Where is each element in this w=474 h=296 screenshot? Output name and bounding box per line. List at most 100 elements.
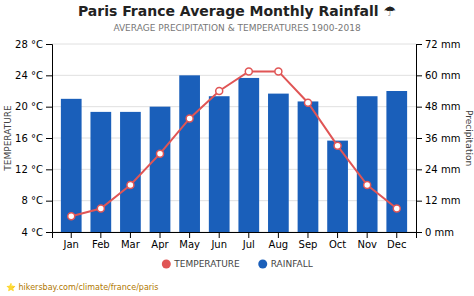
tick: 24 mm xyxy=(416,164,460,175)
tick-label: 4 °C xyxy=(21,227,43,238)
marker xyxy=(216,88,223,95)
bar xyxy=(268,94,289,232)
tick-mark xyxy=(46,44,52,45)
tick: Jul xyxy=(242,232,255,250)
marker xyxy=(157,150,164,157)
bar xyxy=(298,101,319,232)
tick-label: Jun xyxy=(210,239,227,250)
tick: Nov xyxy=(357,232,377,250)
tick-mark xyxy=(416,201,422,202)
axis-line xyxy=(46,45,53,233)
tick-mark xyxy=(396,232,397,238)
bar xyxy=(90,112,111,232)
title: Paris France Average Monthly Rainfall ☂ xyxy=(78,3,396,19)
tick-label: Apr xyxy=(151,239,169,250)
legend-item: RAINFALL xyxy=(258,259,312,269)
bar xyxy=(357,96,378,232)
bar xyxy=(61,99,82,232)
tick-mark xyxy=(307,232,308,238)
marker xyxy=(186,115,193,122)
tick-mark xyxy=(46,201,52,202)
tick-mark xyxy=(248,232,249,238)
tick-mark xyxy=(46,169,52,170)
tick: Oct xyxy=(329,232,346,250)
tick-label: May xyxy=(179,239,200,250)
tick: 72 mm xyxy=(416,39,460,50)
marker xyxy=(334,142,341,149)
tick: 0 mm xyxy=(416,227,454,238)
chart: Paris France Average Monthly Rainfall ☂ A… xyxy=(0,0,474,296)
tick: Sep xyxy=(299,232,318,250)
tick-mark xyxy=(416,232,422,233)
tick: Mar xyxy=(121,232,141,250)
marker xyxy=(245,68,252,75)
tick-label: 60 mm xyxy=(425,70,460,81)
marker xyxy=(393,205,400,212)
tick: 28 °C xyxy=(15,39,52,50)
tick-mark xyxy=(46,232,52,233)
tick-mark xyxy=(416,138,422,139)
legend-swatch xyxy=(258,260,267,269)
tick: Jun xyxy=(210,232,227,250)
line xyxy=(71,71,397,216)
y2-axis: 0 mm 12 mm 24 mm 36 mm 48 mm 60 mm 72 mm xyxy=(416,39,460,238)
tick-label: Sep xyxy=(299,239,318,250)
legend-label: TEMPERATURE xyxy=(173,259,240,269)
tick-label: Jul xyxy=(242,239,255,250)
tick-mark xyxy=(416,107,422,108)
bar xyxy=(209,96,230,232)
legend: TEMPERATURE RAINFALL xyxy=(162,259,313,269)
tick-label: Oct xyxy=(329,239,346,250)
legend-item: TEMPERATURE xyxy=(162,259,240,269)
tick-mark xyxy=(46,107,52,108)
annotation: ⭐ hikersbay.com/climate/france/paris xyxy=(6,282,159,292)
plot: Jan Feb Mar Apr May Jun Jul Aug Sep Oct Nov Dec 4 °C… xyxy=(15,39,460,250)
y-axis: 4 °C8 °C12 °C16 °C20 °C24 °C28 °C xyxy=(15,39,52,238)
tick-label: 28 °C xyxy=(15,39,43,50)
tick-mark xyxy=(46,75,52,76)
tick-label: 36 mm xyxy=(425,133,460,144)
tick: 48 mm xyxy=(416,101,460,112)
tick: 60 mm xyxy=(416,70,460,81)
tick-label: 16 °C xyxy=(15,133,43,144)
bar xyxy=(386,91,407,232)
y-axis-title: TEMPERATURE xyxy=(3,105,13,172)
grid-line xyxy=(52,75,416,76)
tick: Jan xyxy=(63,232,79,250)
tick-mark xyxy=(130,232,131,238)
tick: 12 mm xyxy=(416,195,460,206)
tick-label: Aug xyxy=(269,239,289,250)
tick-label: Nov xyxy=(357,239,377,250)
tick-label: 24 mm xyxy=(425,164,460,175)
tick-mark xyxy=(367,232,368,238)
tick-label: 48 mm xyxy=(425,101,460,112)
tick-label: 24 °C xyxy=(15,70,43,81)
axis-line xyxy=(417,45,423,233)
tick-label: 72 mm xyxy=(425,39,460,50)
marker xyxy=(364,182,371,189)
tick-mark xyxy=(189,232,190,238)
marker xyxy=(304,99,311,106)
legend-swatch xyxy=(162,260,171,269)
marks xyxy=(61,68,407,232)
tick: 24 °C xyxy=(15,70,52,81)
tick-label: 0 mm xyxy=(425,227,454,238)
legend-label: RAINFALL xyxy=(271,259,313,269)
tick-mark xyxy=(71,232,72,238)
tick: 20 °C xyxy=(15,101,52,112)
bar xyxy=(179,75,200,232)
tick-mark xyxy=(160,232,161,238)
tick-label: Dec xyxy=(387,239,406,250)
grid xyxy=(52,44,416,232)
bar xyxy=(238,78,259,232)
tick: 16 °C xyxy=(15,133,52,144)
tick: Feb xyxy=(92,232,110,250)
tick: Dec xyxy=(387,232,406,250)
tick-mark xyxy=(278,232,279,238)
x-axis: Jan Feb Mar Apr May Jun Jul Aug Sep Oct Nov Dec xyxy=(53,232,417,250)
tick: 4 °C xyxy=(21,227,52,238)
tick-label: 8 °C xyxy=(21,195,43,206)
grid-line xyxy=(52,44,416,45)
marker xyxy=(127,182,134,189)
tick-label: 12 mm xyxy=(425,195,460,206)
